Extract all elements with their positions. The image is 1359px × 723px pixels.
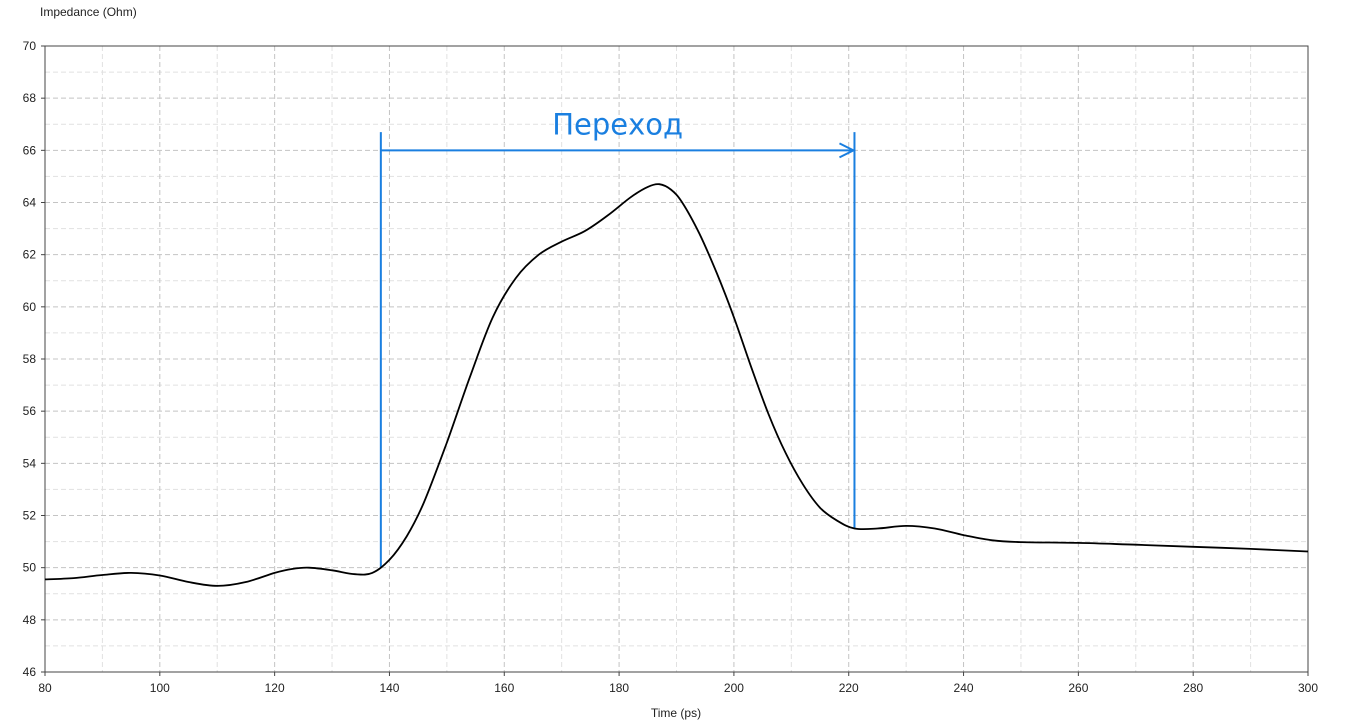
- y-axis-title: Impedance (Ohm): [40, 5, 137, 19]
- x-tick-label: 240: [954, 681, 974, 695]
- y-tick-label: 70: [23, 39, 37, 53]
- x-tick-label: 300: [1298, 681, 1318, 695]
- y-tick-label: 62: [23, 248, 37, 262]
- y-tick-label: 52: [23, 509, 37, 523]
- y-tick-label: 58: [23, 352, 37, 366]
- y-tick-label: 56: [23, 404, 37, 418]
- impedance-series-line: [44, 183, 1309, 587]
- x-tick-label: 180: [609, 681, 629, 695]
- transition-label: Переход: [552, 107, 683, 141]
- x-tick-label: 280: [1183, 681, 1203, 695]
- y-tick-label: 54: [23, 456, 37, 470]
- y-tick-label: 48: [23, 613, 37, 627]
- y-tick-label: 50: [23, 561, 37, 575]
- x-axis-title: Time (ps): [651, 706, 701, 720]
- y-tick-label: 68: [23, 91, 37, 105]
- y-tick-label: 60: [23, 300, 37, 314]
- transition-arrow-head: [839, 142, 856, 159]
- x-tick-label: 200: [724, 681, 744, 695]
- x-tick-label: 80: [38, 681, 52, 695]
- transition-annotation: Переход: [379, 107, 856, 568]
- y-tick-label: 46: [23, 665, 37, 679]
- plot-frame: [44, 45, 1309, 673]
- x-tick-label: 120: [265, 681, 285, 695]
- x-tick-label: 140: [379, 681, 399, 695]
- x-tick-label: 100: [150, 681, 170, 695]
- x-tick-label: 260: [1068, 681, 1088, 695]
- y-tick-label: 64: [23, 196, 37, 210]
- grid: [45, 46, 1308, 672]
- y-tick-label: 66: [23, 143, 37, 157]
- x-tick-label: 160: [494, 681, 514, 695]
- x-tick-label: 220: [839, 681, 859, 695]
- axis-ticks: 80 100 120 140 160 180 200 220 240 260 280 300 46 48 5…: [23, 39, 1319, 695]
